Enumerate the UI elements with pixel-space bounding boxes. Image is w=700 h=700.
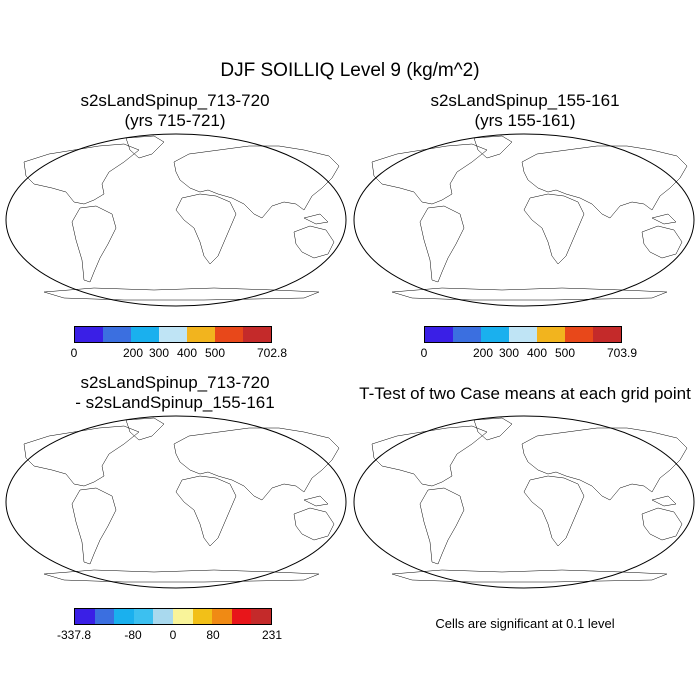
map-border	[353, 133, 695, 307]
colorbar-3-tick: -337.8	[56, 628, 92, 642]
colorbar-1-swatch	[159, 327, 187, 342]
panel-3-title: s2sLandSpinup_713-720 - s2sLandSpinup_15…	[2, 373, 348, 413]
colorbar-2	[424, 326, 622, 343]
colorbar-1-swatch	[131, 327, 159, 342]
panel-4-map	[353, 415, 695, 589]
colorbar-2-swatch	[537, 327, 565, 342]
colorbar-2-tick: 200	[472, 346, 494, 360]
colorbar-3-swatch	[114, 609, 134, 624]
panel-2-title-line1: s2sLandSpinup_155-161	[430, 91, 620, 110]
panel-1-title-line1: s2sLandSpinup_713-720	[80, 91, 270, 110]
colorbar-3-swatch	[153, 609, 173, 624]
panel-2-title-line2: (yrs 155-161)	[474, 111, 576, 130]
colorbar-3-swatch	[172, 609, 193, 624]
colorbar-1-swatch	[215, 327, 243, 342]
colorbar-1-swatch	[243, 327, 271, 342]
colorbar-3-tick: 231	[261, 628, 283, 642]
colorbar-2-swatch	[509, 327, 537, 342]
colorbar-1-tick: 500	[204, 346, 226, 360]
panel-4-title-line1: T-Test of two Case means at each grid po…	[359, 384, 691, 403]
panel-3-title-line2: - s2sLandSpinup_155-161	[75, 393, 275, 412]
colorbar-1-swatch	[75, 327, 103, 342]
colorbar-3	[74, 608, 272, 625]
colorbar-1-swatch	[187, 327, 215, 342]
colorbar-2-tick: 500	[554, 346, 576, 360]
panel-1-title: s2sLandSpinup_713-720 (yrs 715-721)	[2, 91, 348, 131]
panel-2-title: s2sLandSpinup_155-161 (yrs 155-161)	[352, 91, 698, 131]
colorbar-3-swatch	[231, 609, 252, 624]
colorbar-2-tick: 703.9	[606, 346, 638, 360]
colorbar-2-swatch	[453, 327, 481, 342]
panel-4-title: T-Test of two Case means at each grid po…	[352, 384, 698, 404]
colorbar-3-swatch	[212, 609, 232, 624]
colorbar-2-swatch	[425, 327, 453, 342]
colorbar-3-swatch	[133, 609, 154, 624]
colorbar-3-tick: 0	[169, 628, 177, 642]
colorbar-3-swatch	[94, 609, 115, 624]
colorbar-1-tick: 400	[176, 346, 198, 360]
panel-3-title-line1: s2sLandSpinup_713-720	[80, 373, 270, 392]
colorbar-2-swatch	[593, 327, 621, 342]
colorbar-2-tick: 300	[498, 346, 520, 360]
panel-1-map	[5, 133, 347, 307]
colorbar-3-swatch	[192, 609, 213, 624]
panel-1-title-line2: (yrs 715-721)	[124, 111, 226, 130]
colorbar-1-tick: 300	[148, 346, 170, 360]
figure-title: DJF SOILLIQ Level 9 (kg/m^2)	[220, 60, 480, 81]
colorbar-1-tick: 0	[70, 346, 78, 360]
colorbar-2-tick: 400	[526, 346, 548, 360]
significance-note: Cells are significant at 0.1 level	[435, 616, 615, 631]
colorbar-2-swatch	[481, 327, 509, 342]
colorbar-2-swatch	[565, 327, 593, 342]
map-border	[5, 133, 347, 307]
colorbar-1-swatch	[103, 327, 131, 342]
colorbar-2-tick: 0	[420, 346, 428, 360]
map-border	[5, 415, 347, 589]
map-border	[353, 415, 695, 589]
panel-2-map	[353, 133, 695, 307]
colorbar-1-tick: 200	[122, 346, 144, 360]
colorbar-3-tick: -80	[124, 628, 142, 642]
colorbar-1-tick: 702.8	[256, 346, 288, 360]
colorbar-3-tick: 80	[206, 628, 220, 642]
panel-3-map	[5, 415, 347, 589]
colorbar-3-swatch	[251, 609, 271, 624]
colorbar-1	[74, 326, 272, 343]
colorbar-3-swatch	[75, 609, 95, 624]
